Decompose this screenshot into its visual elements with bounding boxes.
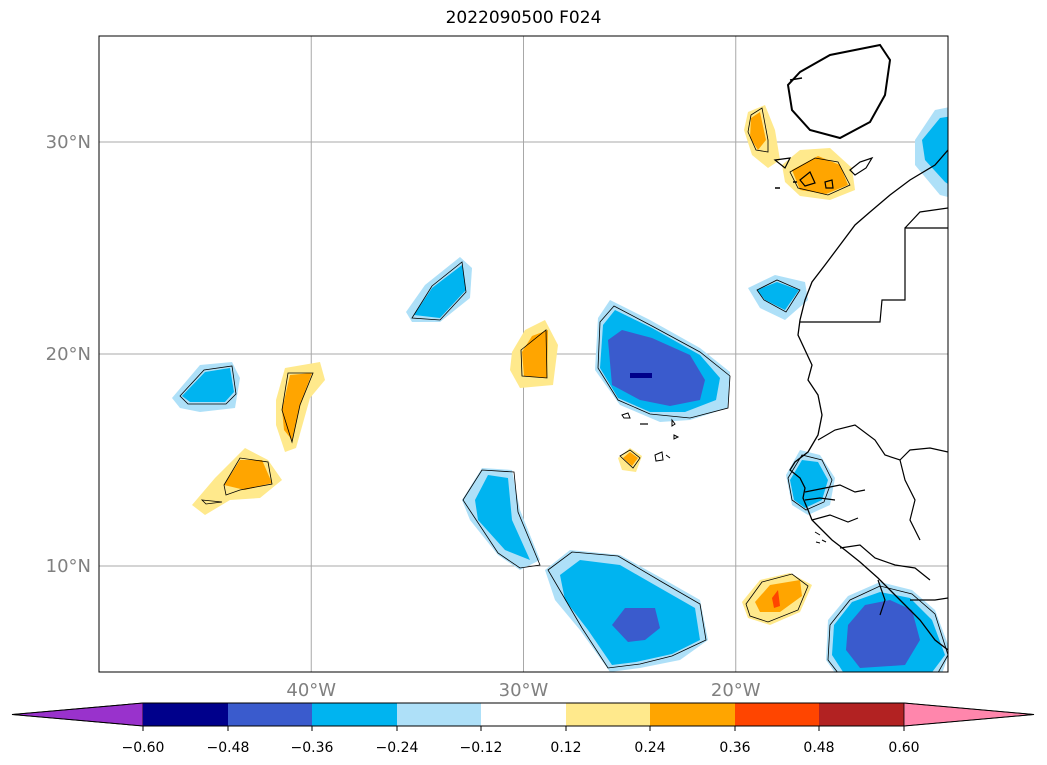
colorbar-bin-3 xyxy=(397,703,481,726)
negative-anomaly-cape-verde-inner xyxy=(608,330,705,406)
page-title: 2022090500 F024 xyxy=(445,8,602,28)
lat-label-2: 10°N xyxy=(46,556,91,577)
colorbar-label-2: −0.36 xyxy=(291,740,334,756)
colorbar-label-4: −0.12 xyxy=(460,740,503,756)
colorbar-bin-5 xyxy=(566,703,650,726)
negative-anomaly-mauritania-inner xyxy=(757,282,799,310)
positive-anomaly-canary-inner xyxy=(792,156,848,194)
colorbar-label-6: 0.24 xyxy=(634,740,665,756)
lon-label-2: 20°W xyxy=(711,680,761,701)
negative-anomaly-south-inner xyxy=(612,608,660,642)
colorbar-bin-4 xyxy=(481,703,566,726)
positive-anomaly-17w-core xyxy=(772,590,780,608)
anomaly-contours xyxy=(172,105,948,672)
positive-anomaly-25w-inner xyxy=(623,452,638,466)
negative-anomaly-33w-inner xyxy=(414,265,466,318)
colorbar-bin-6 xyxy=(650,703,735,726)
contour-lines xyxy=(179,107,948,672)
positive-anomaly-29w-inner xyxy=(522,330,548,378)
negative-anomaly-cape-verde-core xyxy=(630,373,652,378)
colorbar-bin-8 xyxy=(819,703,904,726)
negative-anomaly-45w-inner xyxy=(182,368,234,402)
coastline-west-africa xyxy=(789,149,948,651)
longitude-labels: 40°W 30°W 20°W xyxy=(286,680,760,701)
coastlines xyxy=(621,43,948,651)
positive-anomaly-canary-west-inner xyxy=(750,112,766,150)
positive-anomaly-44w-inner xyxy=(224,460,272,490)
colorbar-bin-2 xyxy=(312,703,397,726)
colorbar-label-5: 0.12 xyxy=(550,740,581,756)
colorbar-label-1: −0.48 xyxy=(207,740,250,756)
negative-anomaly-31w-inner xyxy=(475,475,530,560)
colorbar-label-8: 0.48 xyxy=(803,740,834,756)
positive-anomaly-41w-inner xyxy=(282,373,312,440)
colorbar-bin-1 xyxy=(228,703,312,726)
colorbar-label-7: 0.36 xyxy=(719,740,750,756)
colorbar-label-0: −0.60 xyxy=(122,740,165,756)
coastline-iberia xyxy=(786,43,892,140)
colorbar-label-3: −0.24 xyxy=(376,740,419,756)
colorbar-extend-min xyxy=(11,702,144,727)
lat-label-0: 30°N xyxy=(46,132,91,153)
colorbar-bin-7 xyxy=(735,703,819,726)
colorbar-extend-max xyxy=(903,702,1035,727)
lon-label-1: 30°W xyxy=(499,680,549,701)
negative-anomaly-morocco-inner xyxy=(922,116,948,184)
lon-label-0: 40°W xyxy=(286,680,336,701)
colorbar: −0.60 −0.48 −0.36 −0.24 −0.12 0.12 0.24 0.36 0.4… xyxy=(11,702,1035,756)
map-frame xyxy=(98,35,949,673)
colorbar-label-9: 0.60 xyxy=(888,740,919,756)
colorbar-bin-0 xyxy=(143,703,228,726)
lat-label-1: 20°N xyxy=(46,344,91,365)
negative-anomaly-guinea-inner xyxy=(846,600,920,668)
negative-anomaly-senegal-inner xyxy=(790,460,828,508)
latitude-labels: 30°N 20°N 10°N xyxy=(46,132,91,577)
